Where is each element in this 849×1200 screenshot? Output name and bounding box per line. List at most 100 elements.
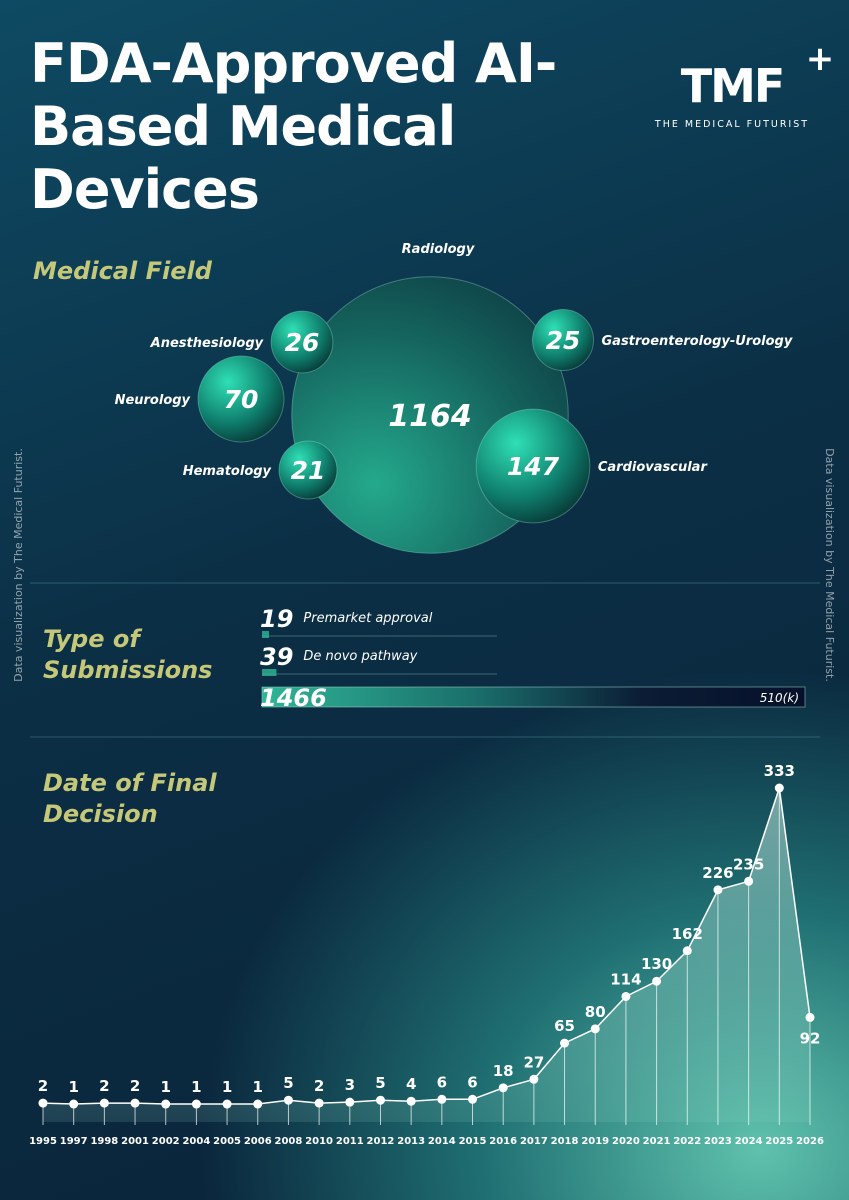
point-label: 5 [283,1074,293,1092]
point [682,946,692,956]
point-label: 2 [130,1077,140,1095]
bar-label: 510(k) [760,691,799,705]
point-label: 27 [523,1053,544,1071]
bubble-value: 147 [507,452,560,481]
point-label: 1 [161,1078,171,1096]
point-label: 18 [493,1062,514,1080]
point-label: 4 [406,1075,416,1093]
point [468,1094,478,1104]
point-label: 5 [375,1074,385,1092]
bubble-label: Gastroenterology-Urology [602,334,793,349]
point-label: 1 [68,1078,78,1096]
x-tick-label: 2021 [643,1136,671,1147]
logo: TMF + THE MEDICAL FUTURIST [654,39,834,130]
bubble-value: 25 [546,326,581,355]
bar-value: 39 [260,643,293,671]
point [805,1012,815,1022]
bar-label: Premarket approval [303,611,432,626]
x-tick-label: 2014 [428,1136,456,1147]
point-label: 130 [641,955,672,973]
x-tick-label: 2024 [735,1136,763,1147]
point [652,976,662,986]
point-label: 2 [38,1077,48,1095]
x-tick-label: 2008 [275,1136,303,1147]
x-tick-label: 2020 [612,1136,640,1147]
point-label: 6 [467,1073,477,1091]
section-title: Date of Final Decision [43,769,217,828]
x-tick-label: 2025 [765,1136,793,1147]
point [191,1099,201,1109]
line [42,787,811,1105]
point-label: 235 [733,855,764,873]
point-label: 3 [345,1076,355,1094]
x-tick-label: 2006 [244,1136,272,1147]
point [713,885,723,895]
x-tick-label: 2011 [336,1136,364,1147]
bar [262,669,277,676]
point [590,1024,600,1034]
point-label: 6 [437,1073,447,1091]
logo-text: TMF [681,59,784,113]
bar [261,686,806,708]
bubble [475,408,591,524]
x-tick-label: 2026 [796,1136,824,1147]
section-title: Type of Submissions [43,625,213,684]
point [744,876,754,886]
point [498,1083,508,1093]
bubble-label: Hematology [183,464,272,479]
bubble [197,355,285,443]
point-label: 2 [314,1077,324,1095]
point [222,1099,232,1109]
bubble-label: Neurology [115,393,191,408]
point [283,1095,293,1105]
point-label: 1 [222,1078,232,1096]
point [130,1098,140,1108]
bubble-label: Cardiovascular [598,460,709,475]
point [253,1099,263,1109]
point [161,1099,171,1109]
point [560,1038,570,1048]
x-tick-label: 1998 [90,1136,118,1147]
point-label: 80 [585,1003,606,1021]
bubble-label: Anesthesiology [150,336,264,351]
bubble [278,440,338,500]
bubble-label: Radiology [402,242,475,257]
x-tick-label: 2002 [152,1136,180,1147]
point [38,1098,48,1108]
bubble-value: 21 [291,456,326,485]
x-tick-label: 2004 [182,1136,210,1147]
bubble-value: 70 [224,385,259,414]
point-label: 1 [191,1078,201,1096]
bubble-value: 26 [285,328,320,357]
point-label: 226 [702,864,733,882]
point-label: 333 [764,762,795,780]
bar-value: 1466 [260,684,327,712]
x-tick-label: 1997 [60,1136,88,1147]
credit: Data visualization by The Medical Futuri… [12,448,25,682]
x-tick-label: 2010 [305,1136,333,1147]
point-label: 114 [610,970,641,988]
x-tick-label: 2016 [489,1136,517,1147]
x-tick-label: 2019 [581,1136,609,1147]
point [529,1074,539,1084]
x-tick-label: 2017 [520,1136,548,1147]
point-label: 162 [672,925,703,943]
x-tick-label: 2001 [121,1136,149,1147]
point [69,1099,79,1109]
point [99,1098,109,1108]
point [437,1094,447,1104]
point [375,1095,385,1105]
point [774,783,784,793]
point-label: 2 [99,1077,109,1095]
bar [262,631,270,638]
point [314,1098,324,1108]
bubble [270,310,334,374]
x-tick-label: 2013 [397,1136,425,1147]
main-title: FDA-Approved AI-Based Medical Devices [30,32,557,221]
section-title: Medical Field [33,257,212,285]
x-tick-label: 2022 [673,1136,701,1147]
x-tick-label: 2018 [551,1136,579,1147]
area [43,788,810,1122]
